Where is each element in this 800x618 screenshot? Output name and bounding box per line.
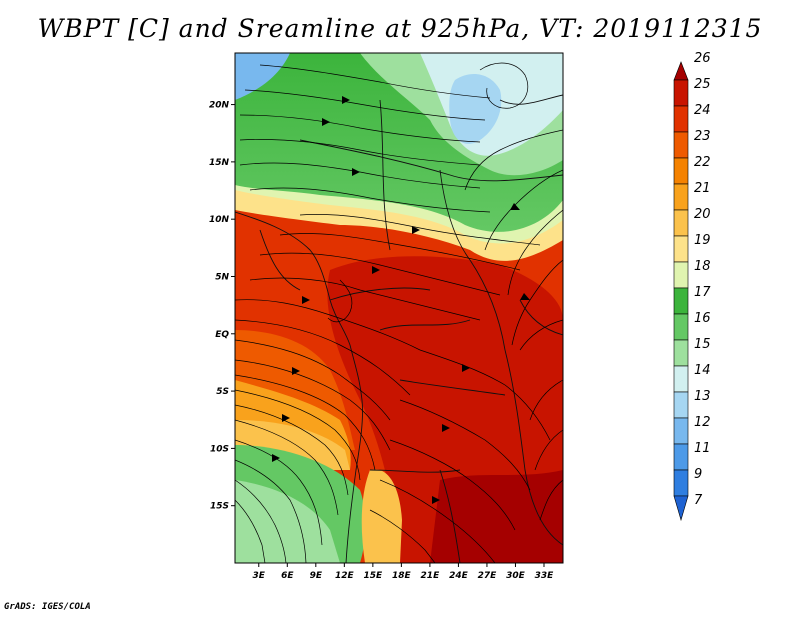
colorbar-label: 17 xyxy=(694,285,711,300)
northwest-blue-patch xyxy=(235,53,290,100)
colorbar-swatch xyxy=(673,391,689,419)
colorbar-label: 19 xyxy=(694,233,711,248)
colorbar-label: 16 xyxy=(694,311,711,326)
colorbar-label: 11 xyxy=(694,441,711,456)
colorbar-label: 12 xyxy=(694,415,711,430)
map-frame xyxy=(234,52,564,564)
colorbar-swatch xyxy=(673,79,689,107)
lat-label: 15N xyxy=(209,158,230,168)
lon-label: 27E xyxy=(478,571,498,581)
lat-label: 15S xyxy=(210,502,229,512)
colorbar-label: 9 xyxy=(694,467,702,482)
lat-label: EQ xyxy=(215,330,229,340)
coastlines-borders xyxy=(235,94,563,563)
colorbar-swatch xyxy=(673,131,689,159)
lon-label: 24E xyxy=(449,571,469,581)
longitude-axis: 3E 6E 9E 12E 15E 18E 21E 24E 27E 30E 33E xyxy=(253,563,555,581)
lon-label: 6E xyxy=(281,571,294,581)
colorbar-swatch xyxy=(673,469,689,497)
colorbar-label: 21 xyxy=(694,181,711,196)
colorbar-swatch xyxy=(673,495,689,522)
colorbar-label: 18 xyxy=(694,259,711,274)
lon-label: 3E xyxy=(253,571,266,581)
colorbar-swatch xyxy=(673,313,689,341)
lat-label: 5N xyxy=(215,272,229,282)
lon-label: 9E xyxy=(310,571,323,581)
colorbar-label: 24 xyxy=(694,103,711,118)
colorbar-label: 23 xyxy=(694,129,711,144)
latitude-axis: 20N 15N 10N 5N EQ 5S 10S 15S xyxy=(209,101,235,512)
colorbar-swatch xyxy=(673,105,689,133)
colorbar: 26 25 24 23 22 21 20 19 18 17 16 15 14 13 12 11 9 7 xyxy=(673,51,711,522)
north-blue-patch xyxy=(449,74,502,144)
grads-credit: GrADS: IGES/COLA xyxy=(4,602,91,612)
colorbar-label: 13 xyxy=(694,389,711,404)
colorbar-swatch xyxy=(673,443,689,471)
colorbar-swatch xyxy=(673,61,689,81)
colorbar-label: 26 xyxy=(694,51,711,66)
colorbar-swatch xyxy=(673,157,689,185)
lon-label: 30E xyxy=(506,571,526,581)
streamline-arrows xyxy=(272,96,530,504)
colorbar-swatch xyxy=(673,365,689,393)
colorbar-label: 15 xyxy=(694,337,711,352)
streamlines xyxy=(235,62,563,563)
lon-label: 18E xyxy=(392,571,412,581)
lat-label: 5S xyxy=(216,387,229,397)
colorbar-label: 20 xyxy=(694,207,711,222)
colorbar-swatch xyxy=(673,417,689,445)
colorbar-swatch xyxy=(673,287,689,315)
colorbar-label: 25 xyxy=(694,77,711,92)
lon-label: 21E xyxy=(421,571,441,581)
map-title: WBPT [C] and Sreamline at 925hPa, VT: 20… xyxy=(37,14,763,43)
lon-label: 15E xyxy=(364,571,384,581)
lon-label: 12E xyxy=(335,571,355,581)
colorbar-label: 14 xyxy=(694,363,711,378)
colorbar-swatch xyxy=(673,183,689,211)
colorbar-swatch xyxy=(673,235,689,263)
colorbar-swatch xyxy=(673,261,689,289)
lon-label: 33E xyxy=(535,571,555,581)
lat-label: 10S xyxy=(210,444,229,454)
map-panel xyxy=(235,53,563,563)
colorbar-swatch xyxy=(673,339,689,367)
colorbar-label: 22 xyxy=(694,155,711,170)
colorbar-label: 7 xyxy=(694,493,703,508)
colorbar-swatch xyxy=(673,209,689,237)
lat-label: 10N xyxy=(209,215,230,225)
lat-label: 20N xyxy=(209,101,230,111)
hot-region-south xyxy=(430,470,563,563)
